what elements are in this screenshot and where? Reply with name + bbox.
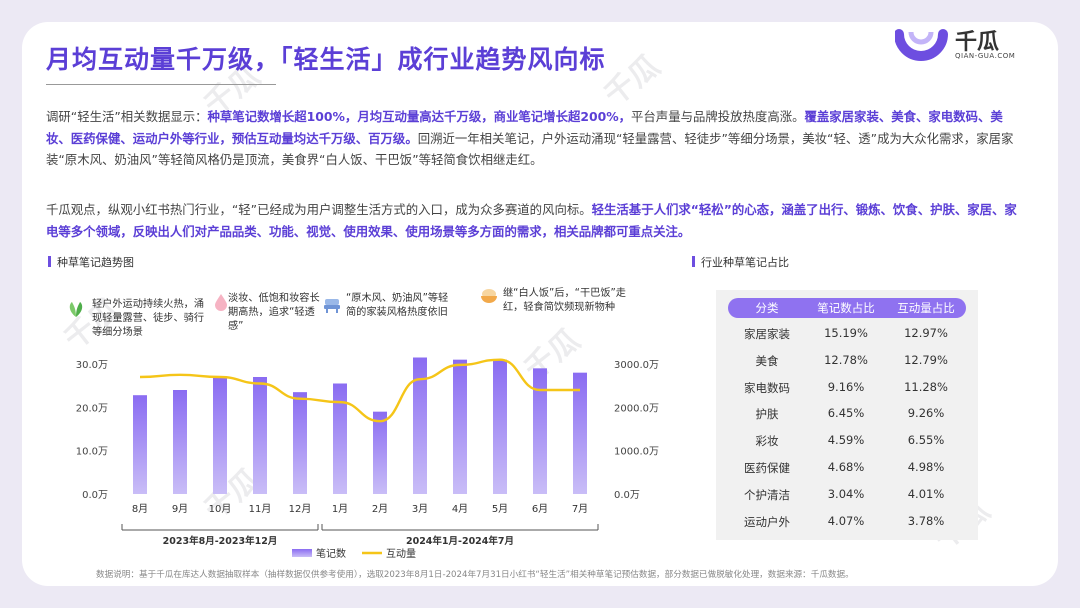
table-cell-value: 6.45% (827, 406, 865, 421)
x-tick-label: 8月 (132, 503, 148, 515)
x-tick-label: 7月 (572, 503, 588, 515)
logo-subtext: QIAN-GUA.COM (955, 52, 1016, 60)
p2-segment: 千瓜观点，纵观小红书热门行业，“轻”已经成为用户调整生活方式的入口，成为众多赛道… (46, 202, 592, 217)
x-tick-label: 4月 (452, 503, 468, 515)
p1-segment: 调研“轻生活”相关数据显示： (46, 109, 208, 124)
logo (895, 29, 948, 61)
bar-notes (373, 411, 387, 494)
x-tick-label: 1月 (332, 503, 348, 515)
table-cell-value: 11.28% (904, 379, 948, 394)
table-section-heading: 行业种草笔记占比 (692, 254, 789, 270)
table-cell-value: 4.07% (827, 513, 865, 528)
table-cell-category: 个护清洁 (744, 487, 790, 502)
bar-notes (413, 357, 427, 494)
bar-notes (453, 359, 467, 494)
bar-notes (493, 359, 507, 494)
annotation-food: 继“白人饭”后，“干巴饭”走红，轻食简饮频现新物种 (503, 288, 626, 314)
annotation-makeup: 淡妆、低饱和妆容长期高热，追求“轻透感” (228, 293, 320, 333)
bar-notes (293, 392, 307, 494)
x-tick-label: 10月 (209, 503, 232, 515)
x-tick-label: 12月 (289, 503, 312, 515)
group-label: 2023年8月-2023年12月 (163, 535, 278, 547)
x-tick-label: 11月 (249, 503, 272, 515)
table-cell-category: 家居家装 (744, 327, 790, 341)
table-header: 分类 笔记数占比 互动量占比 (728, 298, 966, 318)
p1-segment: 种草笔记数增长超100%，月均互动量高达千万级，商业笔记增长超200%， (207, 109, 632, 124)
furniture-icon (324, 299, 340, 313)
bar-notes (133, 395, 147, 494)
table-cell-value: 4.98% (907, 460, 945, 474)
table-cell-value: 4.68% (827, 460, 865, 474)
header-category: 分类 (755, 301, 779, 315)
y-right-tick-label: 2000.0万 (614, 403, 659, 414)
table-cell-value: 9.16% (827, 379, 865, 394)
header-note-share: 笔记数占比 (817, 301, 875, 315)
p2-segment: 轻生活基于人们求“轻松”的心态，涵盖了出行、锻炼、饮食、护肤、家居、家电等多个领… (46, 202, 1017, 239)
p1-segment: 回溯近一年相关笔记，户外运动涌现“轻量露营、轻徒步”等细分场景，美妆“轻、透”成… (46, 130, 1014, 168)
table-cell-value: 12.97% (904, 326, 948, 340)
x-tick-label: 2月 (372, 503, 388, 515)
x-tick-label: 9月 (172, 503, 188, 515)
data-footnote: 数据说明：基于千瓜在库达人数据抽取样本（抽样数据仅供参考使用），选取2023年8… (96, 570, 854, 580)
y-right-tick-label: 0.0万 (614, 490, 640, 501)
bar-notes (573, 372, 587, 494)
header-interaction-share: 互动量占比 (897, 301, 955, 315)
group-label: 2024年1月-2024年7月 (406, 535, 514, 547)
title-divider (46, 84, 276, 85)
annotation-outdoor: 轻户外运动持续火热，涌现轻量露营、徒步、骑行等细分场景 (92, 299, 205, 339)
p1-segment: 平台声量与品牌投放热度高涨。 (631, 109, 805, 124)
y-right-tick-label: 3000.0万 (614, 360, 659, 371)
leaf-icon (69, 302, 83, 317)
x-tick-label: 6月 (532, 503, 548, 515)
table-cell-value: 12.79% (904, 352, 948, 367)
bar-notes (173, 390, 187, 494)
viewpoint-paragraph: 千瓜观点，纵观小红书热门行业，“轻”已经成为用户调整生活方式的入口，成为众多赛道… (46, 199, 1026, 242)
table-cell-category: 家电数码 (744, 380, 790, 395)
y-right-tick-label: 1000.0万 (614, 447, 659, 458)
industry-share-table: 分类 笔记数占比 互动量占比 家居家装 15.19% 12.97% 美食 12.78% 1… (716, 290, 978, 540)
drop-icon (215, 294, 227, 311)
table-cell-category: 医药保健 (744, 461, 790, 475)
table-cell-value: 9.26% (907, 406, 945, 421)
trend-chart: 0.0万 10.0万 20.0万 30.0万 0.0万 1000.0万 2000.0万 300… (76, 357, 659, 560)
p1-segment: 覆盖家居家装、美食、家电数码、美妆、医药保健、运动户外等行业，预估互动量均达千万… (46, 109, 1003, 146)
table-cell-value: 15.19% (824, 326, 868, 340)
chart-section-heading: 种草笔记趋势图 (48, 254, 134, 270)
y-left-tick-label: 10.0万 (76, 447, 108, 458)
y-left-tick-label: 30.0万 (76, 360, 108, 371)
y-left-tick-label: 0.0万 (82, 490, 108, 501)
table-cell-category: 护肤 (755, 407, 779, 422)
rice-bowl-icon (481, 289, 497, 303)
legend-label-notes: 笔记数 (316, 547, 346, 560)
bar-notes (533, 368, 547, 494)
bar-notes (213, 377, 227, 494)
annotation-home: “原木风、奶油风”等轻简的家装风格热度依旧 (346, 293, 449, 319)
bar-notes (253, 377, 267, 494)
x-tick-label: 5月 (492, 503, 508, 515)
bar-notes (333, 383, 347, 494)
table-cell-value: 6.55% (907, 433, 945, 448)
legend-swatch-notes (292, 549, 312, 557)
table-cell-category: 美食 (755, 353, 779, 368)
table-cell-value: 12.78% (824, 352, 868, 367)
x-tick-label: 3月 (412, 503, 428, 515)
y-left-tick-label: 20.0万 (76, 403, 108, 414)
table-cell-value: 4.01% (907, 486, 945, 501)
page-title: 月均互动量千万级，「轻生活」成行业趋势风向标 (46, 45, 606, 74)
summary-paragraph: 调研“轻生活”相关数据显示：种草笔记数增长超100%，月均互动量高达千万级，商业… (46, 106, 1026, 171)
table-cell-category: 彩妆 (755, 434, 779, 449)
legend-label-interactions: 互动量 (386, 548, 416, 560)
logo-text: 千瓜 (955, 30, 1000, 55)
table-cell-value: 3.04% (827, 486, 865, 501)
table-cell-value: 4.59% (827, 433, 865, 448)
table-cell-category: 运动户外 (744, 514, 790, 529)
series-line-interactions (139, 358, 580, 423)
table-cell-value: 3.78% (907, 513, 945, 528)
